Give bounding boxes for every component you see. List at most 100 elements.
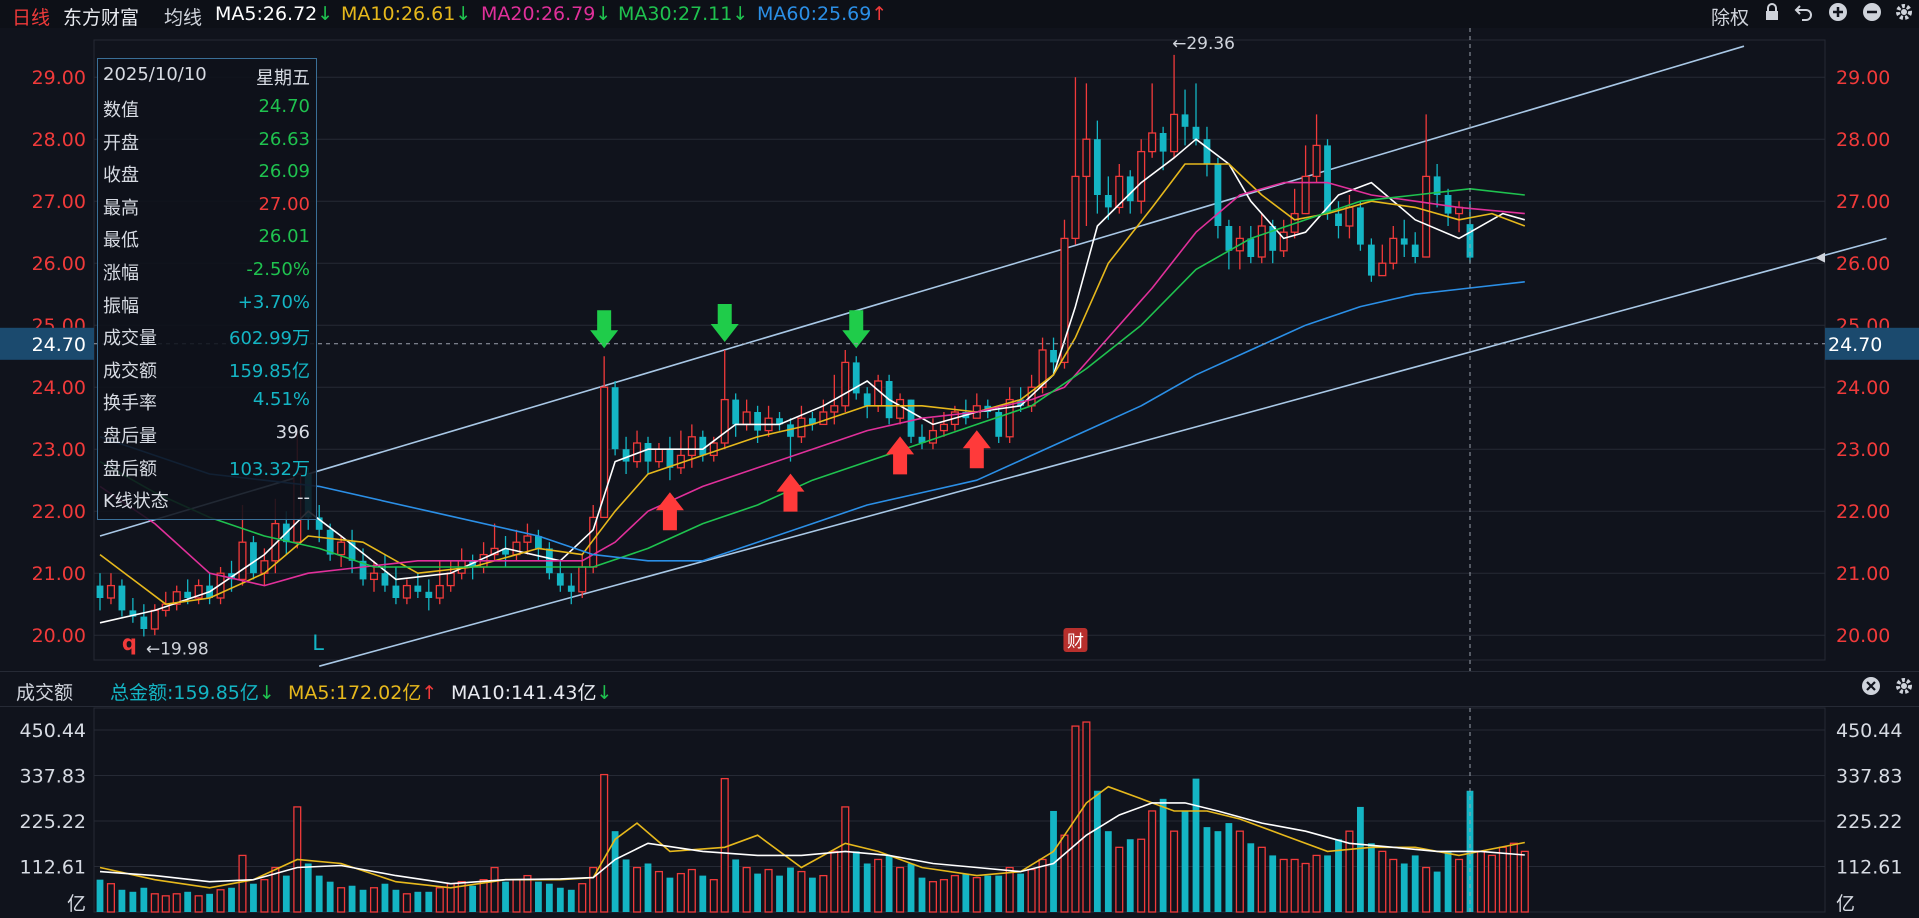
candle-body [1422,175,1431,258]
stock-name: 东方财富 [63,7,140,29]
zoom-in-icon[interactable] [1826,2,1850,26]
ma5-line [99,138,1526,624]
volume-bar [1335,839,1342,912]
volume-bar [1290,858,1299,913]
candle-body [1247,238,1255,257]
volume-title[interactable]: 成交额 [16,682,74,704]
candle-body [315,517,323,530]
candle-body [1104,195,1112,208]
candle-body [654,448,664,463]
ma20-legend: MA20:26.79↓ [481,3,612,25]
candle-body [238,541,247,581]
volume-bar [1389,858,1398,913]
y-tick-label: 22.00 [1836,501,1890,523]
volume-total: 总金额:159.85亿↓ [110,682,275,704]
candle-body [1335,213,1342,226]
info-value: 24.70 [258,96,310,117]
volume-bar [809,877,816,912]
period-label[interactable]: 日线 [12,7,51,29]
candle-body [1257,225,1266,258]
candle-body [1093,139,1101,195]
arrow-down-icon: ↓ [317,3,334,25]
candle-body [699,436,707,456]
candle-body [787,424,794,437]
volume-bar [1422,866,1431,913]
down-signal-arrow [710,304,739,342]
lock-icon[interactable] [1760,2,1784,26]
info-value: 602.99万 [229,328,310,350]
settings-icon[interactable] [1892,2,1916,26]
zoom-out-icon[interactable] [1860,2,1884,26]
y-tick-label: 27.00 [1836,191,1890,213]
ma30-line [99,188,1525,568]
volume-grid [93,707,1826,913]
volume-bar [1005,866,1014,913]
info-date-row: 2025/10/10 星期五 [98,61,316,93]
volume-bar [106,883,116,913]
undo-icon[interactable] [1792,2,1816,26]
candle-body [359,560,367,580]
candle-body [1148,132,1157,153]
volume-bar [271,866,280,913]
volume-bar [1357,806,1364,912]
chart-header: 日线 东方财富 均线 MA5:26.72↓ MA10:26.61↓ MA20:2… [0,0,1919,29]
volume-bar [1017,873,1025,912]
info-row: 换手率 4.51% [98,386,316,418]
volume-bar [732,859,740,912]
info-row: 最高 27.00 [98,191,316,223]
info-date: 2025/10/10 [103,64,207,85]
candle-body [1389,237,1398,264]
volume-bar [1444,851,1452,912]
info-value: 103.32万 [229,458,310,480]
volume-bar [238,854,247,913]
candle-body [1433,176,1441,195]
candle-body [819,411,828,426]
candle-body [184,591,192,598]
volume-bar [348,885,356,912]
volume-bar [1159,798,1167,912]
volume-bar [874,858,883,913]
candle-body [1324,145,1331,214]
volume-bar [1050,810,1057,912]
info-weekday: 星期五 [256,68,310,89]
volume-bar [425,891,433,912]
candle-body [523,535,532,543]
volume-bar [972,876,981,913]
info-label: 数值 [103,100,139,121]
info-row: 成交量 602.99万 [98,321,316,353]
candle-body [129,610,137,617]
settings-icon[interactable] [1892,676,1916,700]
candle-body [1411,244,1419,257]
info-row: 振幅 +3.70% [98,289,316,321]
close-icon[interactable] [1859,676,1883,700]
info-label: 涨幅 [103,263,139,284]
candle-body [1170,113,1179,153]
candle-body [907,399,915,437]
volume-bar [1257,846,1266,913]
volume-bar [184,891,192,912]
ma-title[interactable]: 均线 [164,7,203,29]
volume-bar [1487,854,1496,913]
info-label: 换手率 [103,393,157,415]
volume-bar [754,873,761,912]
volume-bar [194,895,203,913]
up-signal-arrow [776,473,805,512]
info-value: 27.00 [258,193,310,215]
info-panel: 2025/10/10 星期五 数值 24.70 开盘 26.63 收盘 26.09 最高 27… [97,58,317,520]
candle-body [709,442,718,457]
crosshair-price-box [0,327,94,360]
info-value: 26.01 [258,226,310,248]
info-label: K线状态 [103,491,169,513]
volume-bar [1411,855,1419,912]
ma60-legend: MA60:25.69↑ [757,3,888,25]
volume-bar [161,895,170,913]
info-label: 收盘 [103,165,139,187]
candles [96,54,1474,637]
rights-button[interactable]: 除权 [1711,7,1750,29]
candle-body [852,362,860,394]
volume-bar [414,891,422,912]
price-axis: 29.00 29.00 28.00 28.00 27.00 27.00 26.00 26.00… [32,34,1891,660]
volume-ma5: MA5:172.02亿↑ [288,682,438,704]
volume-bar [1367,843,1375,912]
